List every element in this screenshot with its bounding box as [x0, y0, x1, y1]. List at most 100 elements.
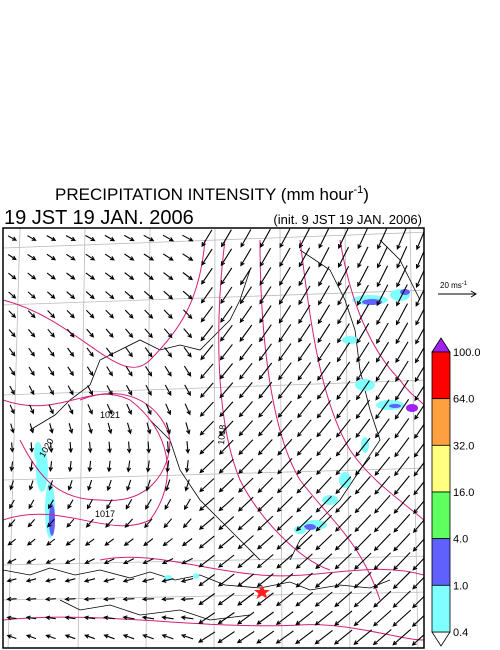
wind-vector — [239, 324, 253, 342]
wind-vector — [279, 247, 291, 268]
wind-vector — [86, 366, 94, 377]
wind-vector — [356, 303, 370, 325]
wind-vector — [67, 347, 75, 357]
precip-patch — [406, 404, 418, 412]
wind-vector — [48, 385, 54, 396]
wind-vector — [48, 480, 54, 491]
wind-vector — [47, 366, 55, 377]
wind-vector — [198, 535, 215, 549]
wind-vector — [295, 591, 314, 607]
wind-vector — [67, 366, 74, 377]
wind-vector — [219, 363, 234, 380]
wind-vector — [25, 615, 37, 621]
title-text: PRECIPITATION INTENSITY (mm hour — [55, 185, 354, 204]
wind-vector — [395, 322, 409, 345]
wind-vector — [259, 305, 272, 324]
wind-vector — [259, 267, 272, 286]
wind-vector — [198, 631, 216, 643]
wind-vector — [394, 437, 410, 458]
wind-vector — [412, 538, 424, 552]
colorbar-over — [431, 337, 451, 353]
wind-vector — [105, 347, 114, 358]
wind-vector — [412, 595, 424, 609]
wind-vector — [200, 344, 214, 361]
wind-vector — [164, 384, 172, 397]
wind-vector — [239, 286, 252, 305]
wind-vector — [396, 246, 408, 269]
wind-vector — [356, 361, 370, 382]
wind-vector — [411, 634, 424, 646]
wind-vector — [317, 342, 331, 363]
wind-vector — [334, 553, 352, 570]
wind-vector — [124, 272, 135, 281]
wind-vector — [103, 634, 115, 640]
wind-vector — [84, 634, 95, 640]
wind-vector — [277, 438, 293, 456]
wind-vector — [143, 272, 154, 281]
isobar-labels: 1021 1020 1017 1018 — [37, 410, 228, 519]
wind-vector — [125, 347, 133, 358]
isobar-label: 1021 — [100, 410, 120, 420]
wind-vector — [105, 328, 114, 338]
wind-vector — [181, 538, 193, 547]
wind-vector — [126, 441, 132, 454]
wind-vector — [8, 310, 17, 319]
wind-vector — [87, 441, 93, 454]
wind-vector — [238, 420, 254, 437]
wind-vector — [85, 272, 96, 280]
wind-vector — [6, 558, 17, 564]
wind-vector — [200, 286, 213, 304]
wind-vector — [257, 439, 273, 456]
wind-vector — [259, 324, 272, 343]
wind-vector — [107, 422, 113, 435]
wind-vector — [335, 457, 352, 476]
wind-vector — [375, 399, 390, 420]
wind-vector — [144, 518, 153, 529]
wind-vector — [276, 534, 294, 550]
wind-vector — [125, 384, 133, 396]
wind-vector — [372, 629, 392, 646]
wind-vector — [256, 592, 274, 606]
wind-vector — [67, 480, 73, 491]
wind-vector — [199, 478, 215, 493]
wind-vector — [395, 341, 409, 364]
wind-vector — [375, 380, 390, 401]
wind-vector — [6, 578, 17, 583]
wind-vector — [48, 442, 54, 454]
wind-vector — [83, 578, 96, 583]
wind-vector — [48, 404, 54, 415]
wind-vector — [9, 404, 15, 415]
wind-vector — [315, 495, 332, 513]
wind-vector — [259, 286, 272, 305]
wind-vector — [105, 518, 114, 528]
wind-vector — [377, 228, 388, 250]
wind-vector — [392, 571, 411, 590]
wind-vector — [28, 480, 34, 491]
wind-vector — [180, 596, 194, 602]
wind-vector — [258, 400, 273, 418]
wind-vector — [296, 476, 313, 494]
wind-vector — [257, 477, 273, 494]
wind-vector — [296, 457, 313, 475]
wind-vector — [104, 234, 116, 242]
wind-vector — [46, 253, 57, 261]
wind-vector — [198, 612, 216, 624]
wind-vector — [412, 576, 424, 590]
wind-vector — [199, 401, 214, 417]
wind-vector — [218, 458, 234, 474]
wind-vector — [239, 305, 253, 324]
wind-vector — [28, 385, 35, 396]
wind-vector — [315, 534, 333, 551]
wind-vector — [102, 596, 115, 602]
wind-vector — [104, 253, 115, 261]
wind-vector — [29, 442, 34, 453]
wind-vector — [354, 476, 371, 495]
wind-vector — [376, 322, 389, 345]
wind-vector — [145, 403, 152, 416]
wind-vector — [314, 610, 333, 626]
wind-vector — [199, 420, 214, 436]
wind-vector — [143, 538, 154, 547]
wind-vector — [334, 591, 353, 608]
wind-vector — [354, 552, 372, 570]
wind-vector — [145, 479, 151, 492]
